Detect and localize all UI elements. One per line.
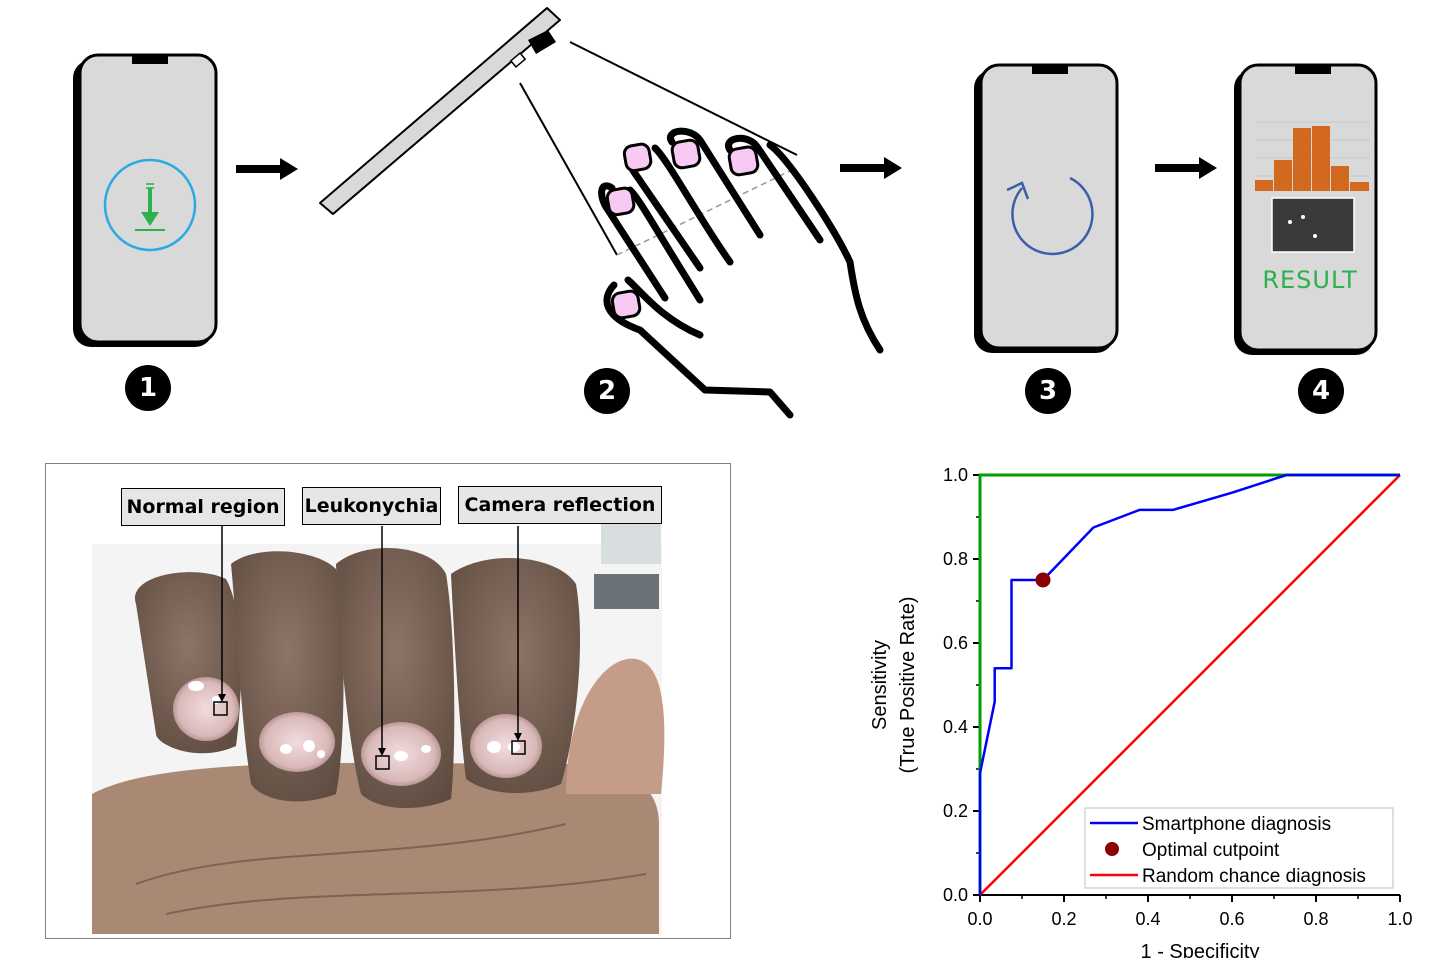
nail-photo-panel xyxy=(45,463,731,939)
workflow-diagram xyxy=(73,7,1378,419)
x-tick-label: 0.2 xyxy=(1051,909,1076,929)
legend-label-cutpoint: Optimal cutpoint xyxy=(1142,840,1280,861)
x-tick-label: 0.8 xyxy=(1303,909,1328,929)
legend-label-random: Random chance diagnosis xyxy=(1142,866,1366,887)
nail-thumbnail xyxy=(1271,197,1355,253)
y-tick-label: 1.0 xyxy=(943,465,968,485)
roi-normal-region xyxy=(213,701,228,716)
callout-leukonychia: Leukonychia xyxy=(302,487,441,525)
arrow-right-icon xyxy=(1155,157,1217,179)
chart-legend: Smartphone diagnosis Optimal cutpoint Ra… xyxy=(1084,807,1394,889)
refresh-icon xyxy=(1006,176,1094,256)
phone-step-1 xyxy=(73,53,218,347)
random-chance-line xyxy=(979,474,1401,896)
x-axis-label: 1 - Specificity xyxy=(1141,941,1260,958)
result-label: RESULT xyxy=(1262,266,1358,294)
optimal-cutpoint-marker xyxy=(1035,572,1051,588)
smartphone-roc-curve xyxy=(978,473,1400,895)
perfect-classifier-line xyxy=(978,473,1400,895)
fingernails xyxy=(605,138,760,320)
y-tick-label: 0.6 xyxy=(943,633,968,653)
download-icon xyxy=(103,158,197,252)
arrow-right-icon xyxy=(236,158,298,180)
x-tick-label: 0.0 xyxy=(967,909,992,929)
roc-chart: 0.0 0.2 0.4 0.6 0.8 1.0 0.0 0.2 0.4 0.6 0.8 1.0 1 -… xyxy=(869,465,1413,958)
histogram-icon xyxy=(1255,121,1370,191)
phone-tilted xyxy=(319,7,561,215)
camera-field-of-view xyxy=(519,41,798,256)
legend-swatch-cutpoint xyxy=(1105,842,1119,856)
step-1-badge: 1 xyxy=(125,365,171,411)
phone-step-3 xyxy=(974,63,1119,353)
legend-label-smartphone: Smartphone diagnosis xyxy=(1142,814,1331,835)
step-4-badge: 4 xyxy=(1298,368,1344,414)
nail-photo xyxy=(92,524,665,934)
y-axis-label-line1: Sensitivity xyxy=(869,640,891,730)
roi-leukonychia xyxy=(375,755,390,770)
x-tick-label: 0.4 xyxy=(1135,909,1160,929)
y-tick-label: 0.8 xyxy=(943,549,968,569)
roi-camera-reflection xyxy=(511,740,526,755)
y-axis-label-line2: (True Positive Rate) xyxy=(897,596,919,773)
phone-step-4 xyxy=(1234,63,1378,355)
y-tick-label: 0.4 xyxy=(943,717,968,737)
y-tick-label: 0.0 xyxy=(943,885,968,905)
step-2-badge: 2 xyxy=(584,368,630,414)
arrow-right-icon xyxy=(840,157,902,179)
x-tick-label: 1.0 xyxy=(1387,909,1412,929)
x-tick-label: 0.6 xyxy=(1219,909,1244,929)
step-3-badge: 3 xyxy=(1025,368,1071,414)
callout-normal-region: Normal region xyxy=(121,488,285,526)
callout-camera-reflection: Camera reflection xyxy=(458,486,662,524)
y-tick-label: 0.2 xyxy=(943,801,968,821)
